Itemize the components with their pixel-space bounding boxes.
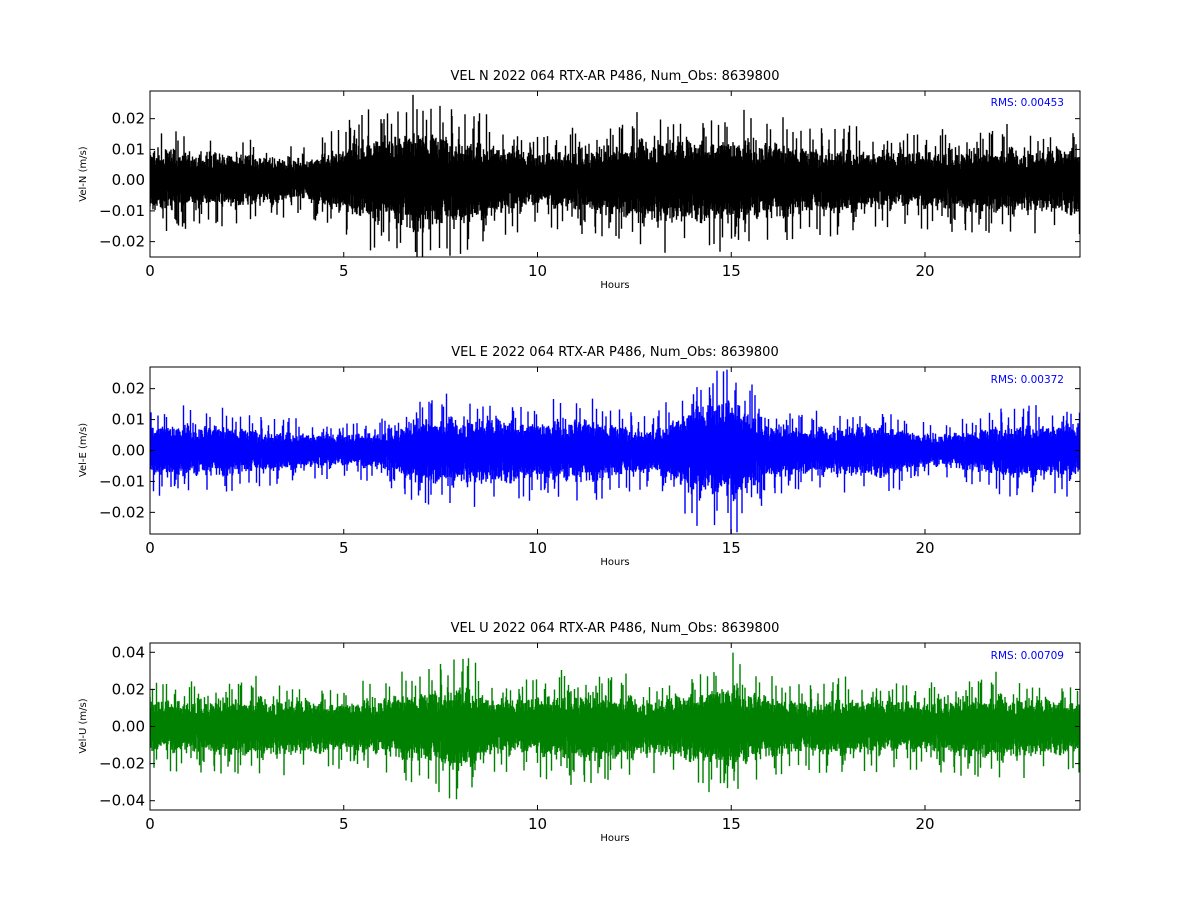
series-trace	[150, 652, 1080, 800]
chart-panel-vel-n: VEL N 2022 064 RTX-AR P486, Num_Obs: 863…	[78, 69, 1081, 291]
x-tick-label: 20	[915, 539, 934, 557]
x-tick-label: 5	[339, 815, 349, 833]
y-tick-label: 0.00	[112, 718, 145, 736]
x-tick-label: 20	[915, 262, 934, 280]
x-tick-label: 0	[145, 262, 155, 280]
rms-annotation: RMS: 0.00372	[991, 374, 1064, 386]
y-tick-label: 0.01	[112, 140, 145, 158]
y-tick-label: 0.04	[112, 643, 145, 661]
x-tick-label: 10	[528, 539, 547, 557]
x-tick-label: 0	[145, 815, 155, 833]
chart-title: VEL N 2022 064 RTX-AR P486, Num_Obs: 863…	[451, 69, 780, 84]
y-tick-label: −0.01	[99, 472, 145, 490]
series-trace	[150, 369, 1080, 534]
y-tick-label: 0.02	[112, 680, 145, 698]
series-trace	[150, 94, 1080, 257]
y-tick-label: −0.02	[99, 503, 145, 521]
x-tick-label: 15	[722, 262, 741, 280]
x-tick-label: 10	[528, 262, 547, 280]
chart-title: VEL U 2022 064 RTX-AR P486, Num_Obs: 863…	[451, 621, 780, 636]
y-tick-label: −0.02	[99, 233, 145, 251]
y-axis-label: Vel-U (m/s)	[78, 698, 89, 753]
y-tick-label: 0.02	[112, 110, 145, 128]
x-tick-label: 20	[915, 815, 934, 833]
axes-frame	[149, 90, 1081, 258]
rms-annotation: RMS: 0.00453	[991, 97, 1064, 109]
chart-panel-vel-e: VEL E 2022 064 RTX-AR P486, Num_Obs: 863…	[78, 345, 1081, 568]
y-tick-label: 0.00	[112, 171, 145, 189]
x-axis-label: Hours	[600, 557, 629, 568]
y-tick-label: 0.02	[112, 380, 145, 398]
chart-panel-vel-u: VEL U 2022 064 RTX-AR P486, Num_Obs: 863…	[78, 621, 1081, 844]
y-axis-label: Vel-E (m/s)	[78, 423, 89, 477]
x-tick-label: 5	[339, 262, 349, 280]
y-tick-label: 0.01	[112, 411, 145, 429]
x-axis-label: Hours	[600, 280, 629, 291]
y-tick-label: −0.02	[99, 755, 145, 773]
y-tick-label: −0.01	[99, 202, 145, 220]
x-tick-label: 5	[339, 539, 349, 557]
y-tick-label: −0.04	[99, 792, 145, 810]
rms-annotation: RMS: 0.00709	[991, 650, 1064, 662]
y-axis-label: Vel-N (m/s)	[78, 146, 89, 201]
x-axis-label: Hours	[600, 833, 629, 844]
x-tick-label: 10	[528, 815, 547, 833]
y-tick-label: 0.00	[112, 442, 145, 460]
x-tick-label: 15	[722, 539, 741, 557]
x-tick-label: 15	[722, 815, 741, 833]
chart-title: VEL E 2022 064 RTX-AR P486, Num_Obs: 863…	[451, 345, 778, 360]
x-tick-label: 0	[145, 539, 155, 557]
